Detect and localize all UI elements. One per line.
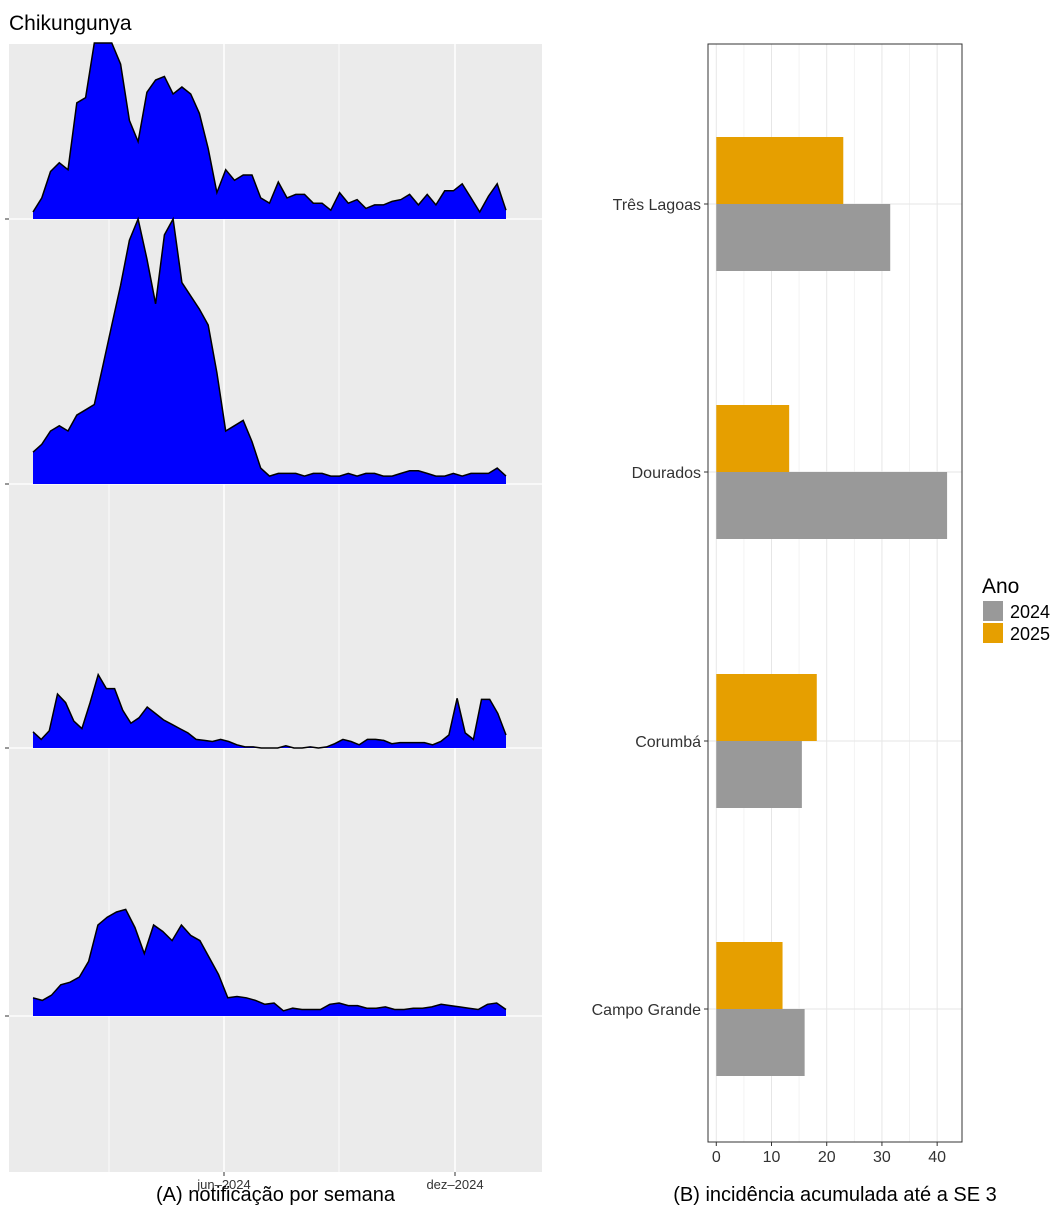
- ridge-line: [32, 672, 507, 749]
- ridge-area: [33, 674, 506, 748]
- bar-panel-border: [707, 43, 963, 1143]
- bar-2025: [716, 942, 783, 1009]
- ridge-x-tick-label: jun–2024: [196, 1177, 251, 1192]
- bar-x-tick-label: 20: [818, 1149, 836, 1166]
- bar-caption: (B) incidência acumulada até a SE 3: [673, 1184, 997, 1206]
- bar-2025: [716, 405, 790, 472]
- legend-label-2024: 2024: [1010, 602, 1050, 622]
- ridge-line: [32, 216, 507, 477]
- bar-category-label: Corumbá: [635, 734, 701, 751]
- bar-category-label: Dourados: [632, 465, 701, 482]
- legend-title: Ano: [982, 575, 1019, 598]
- ridge-line: [32, 908, 507, 1012]
- bar-x-tick-label: 10: [763, 1149, 781, 1166]
- bar-2024: [716, 1009, 805, 1076]
- bar-x-tick-label: 30: [873, 1149, 891, 1166]
- legend-swatch-2024: [983, 601, 1003, 621]
- bar-category-label: Três Lagoas: [613, 197, 701, 214]
- legend-label-2025: 2025: [1010, 624, 1050, 644]
- bar-2025: [716, 137, 844, 204]
- bar-2024: [716, 741, 802, 808]
- bar-2024: [716, 204, 891, 271]
- figure-title: Chikungunya: [9, 12, 132, 35]
- bar-2024: [716, 472, 948, 539]
- ridge-caption: (A) notificação por semana: [156, 1184, 396, 1206]
- bar-x-tick-label: 0: [712, 1149, 721, 1166]
- ridge-line: [32, 42, 507, 214]
- bar-2025: [716, 674, 817, 741]
- legend-swatch-2025: [983, 623, 1003, 643]
- ridge-x-tick-label: dez–2024: [426, 1177, 483, 1192]
- ridge-area: [33, 909, 506, 1016]
- bar-category-label: Campo Grande: [592, 1002, 701, 1019]
- bar-x-tick-label: 40: [928, 1149, 946, 1166]
